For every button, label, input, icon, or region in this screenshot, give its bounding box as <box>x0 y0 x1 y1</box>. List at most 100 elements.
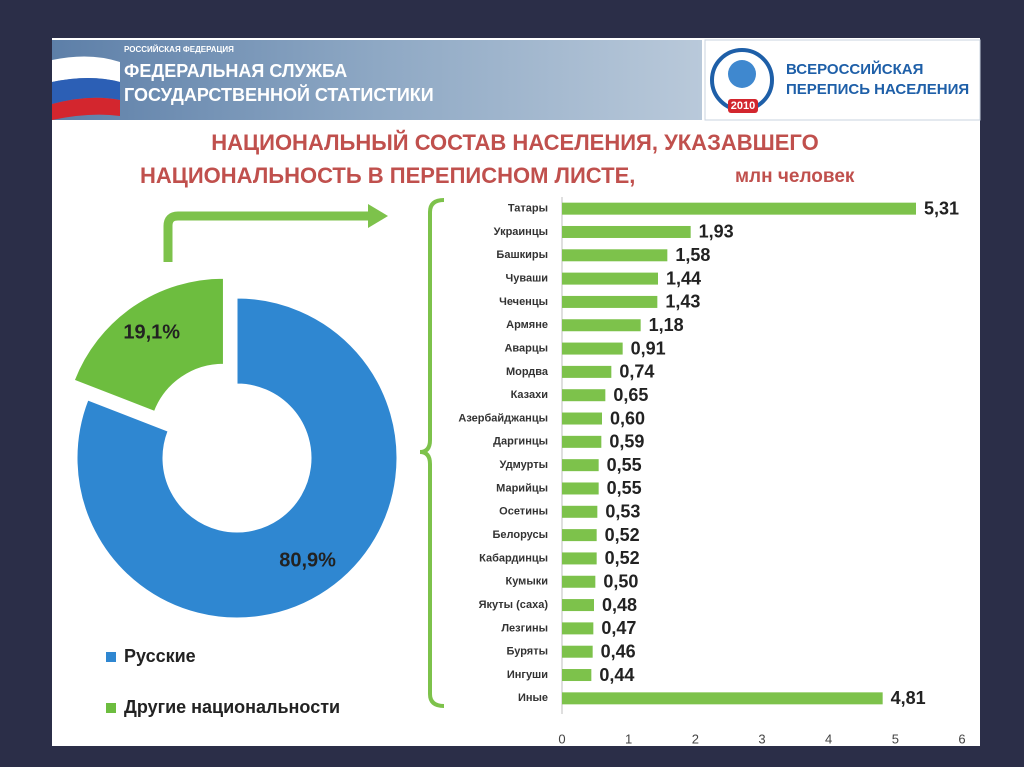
arrow-head <box>368 204 388 228</box>
bar <box>562 459 599 472</box>
bar <box>562 342 623 355</box>
y-tick-label: Армяне <box>506 319 548 331</box>
value-label: 0,55 <box>607 478 642 498</box>
value-label: 0,55 <box>607 455 642 475</box>
y-tick-label: Кумыки <box>506 576 549 588</box>
flag-red <box>52 97 120 120</box>
bar <box>562 645 593 658</box>
y-tick-label: Чуваши <box>505 273 548 285</box>
slide-body <box>52 38 980 746</box>
y-tick-label: Даргинцы <box>493 436 548 448</box>
bracket <box>419 198 445 708</box>
y-tick-label: Удмурты <box>500 459 548 471</box>
census-logo-people <box>728 60 756 88</box>
census-title: ВСЕРОССИЙСКАЯ <box>786 60 923 78</box>
value-label: 0,48 <box>602 595 637 615</box>
flag-white <box>52 56 120 82</box>
y-tick-label: Якуты (саха) <box>479 599 549 611</box>
value-label: 4,81 <box>891 688 926 708</box>
bar <box>562 319 641 332</box>
bar <box>562 552 597 565</box>
value-label: 0,52 <box>605 525 640 545</box>
y-tick-label: Аварцы <box>504 342 548 354</box>
flag-blue <box>52 78 120 104</box>
slide-title-unit: млн человек <box>735 166 855 187</box>
slide-title: НАЦИОНАЛЬНОСТЬ В ПЕРЕПИСНОМ ЛИСТЕ, <box>140 163 635 188</box>
bar <box>562 272 658 285</box>
census-logo-year-box <box>728 99 758 113</box>
y-tick-label: Украинцы <box>494 226 548 238</box>
y-tick-label: Марийцы <box>496 482 548 494</box>
value-label: 1,43 <box>665 292 700 312</box>
value-label: 0,65 <box>613 385 648 405</box>
y-tick-label: Мордва <box>506 366 549 378</box>
header-agency: ФЕДЕРАЛЬНАЯ СЛУЖБА <box>124 61 347 81</box>
value-label: 0,46 <box>601 641 636 661</box>
y-tick-label: Ингуши <box>507 669 548 681</box>
value-label: 0,47 <box>601 618 636 638</box>
x-tick-label: 4 <box>825 731 832 746</box>
value-label: 0,91 <box>631 338 666 358</box>
bar <box>562 412 602 425</box>
value-label: 0,50 <box>603 572 638 592</box>
pie-slice <box>73 277 224 413</box>
header-bar <box>52 40 702 120</box>
y-tick-label: Азербайджанцы <box>458 412 548 424</box>
bar <box>562 529 597 542</box>
census-year: 2010 <box>731 100 755 112</box>
slide-title: НАЦИОНАЛЬНЫЙ СОСТАВ НАСЕЛЕНИЯ, УКАЗАВШЕГ… <box>211 130 818 155</box>
value-label: 1,93 <box>699 222 734 242</box>
value-label: 0,44 <box>599 665 634 685</box>
value-label: 0,74 <box>619 362 654 382</box>
bar <box>562 249 668 262</box>
value-label: 1,44 <box>666 268 701 288</box>
x-tick-label: 3 <box>758 731 765 746</box>
value-label: 0,52 <box>605 548 640 568</box>
value-label: 1,18 <box>649 315 684 335</box>
x-tick-label: 1 <box>625 731 632 746</box>
bar <box>562 622 594 635</box>
bar <box>562 225 691 238</box>
x-tick-label: 0 <box>558 731 565 746</box>
pie-label: 19,1% <box>123 322 180 344</box>
x-tick-label: 6 <box>958 731 965 746</box>
bar <box>562 482 599 495</box>
value-label: 5,31 <box>924 198 959 218</box>
legend-swatch <box>106 703 116 713</box>
value-label: 0,53 <box>605 502 640 522</box>
bar <box>562 575 596 588</box>
connector-arrow <box>163 211 372 262</box>
pie-label: 80,9% <box>279 549 336 571</box>
y-tick-label: Иные <box>518 692 548 704</box>
bar <box>562 202 916 215</box>
pie-slice <box>76 297 398 619</box>
bar <box>562 505 598 518</box>
y-tick-label: Белорусы <box>492 529 548 541</box>
value-label: 0,60 <box>610 408 645 428</box>
y-tick-label: Чеченцы <box>499 296 548 308</box>
legend-label: Другие национальности <box>124 697 340 717</box>
header-country: РОССИЙСКАЯ ФЕДЕРАЦИЯ <box>124 45 234 54</box>
legend-swatch <box>106 652 116 662</box>
bar <box>562 599 594 612</box>
y-tick-label: Лезгины <box>501 622 548 634</box>
y-tick-label: Кабардинцы <box>479 552 548 564</box>
value-label: 1,58 <box>675 245 710 265</box>
bar <box>562 389 606 402</box>
bar <box>562 669 592 682</box>
bar <box>562 295 658 308</box>
header-agency: ГОСУДАРСТВЕННОЙ СТАТИСТИКИ <box>124 84 434 105</box>
bar <box>562 435 602 448</box>
y-tick-label: Буряты <box>506 646 548 658</box>
x-tick-label: 5 <box>892 731 899 746</box>
y-tick-label: Осетины <box>499 506 548 518</box>
y-tick-label: Татары <box>508 203 548 215</box>
census-title: ПЕРЕПИСЬ НАСЕЛЕНИЯ <box>786 81 969 98</box>
bar <box>562 365 612 378</box>
y-tick-label: Башкиры <box>496 249 548 261</box>
bar <box>562 692 883 705</box>
x-tick-label: 2 <box>692 731 699 746</box>
value-label: 0,59 <box>609 432 644 452</box>
legend-label: Русские <box>124 646 196 666</box>
